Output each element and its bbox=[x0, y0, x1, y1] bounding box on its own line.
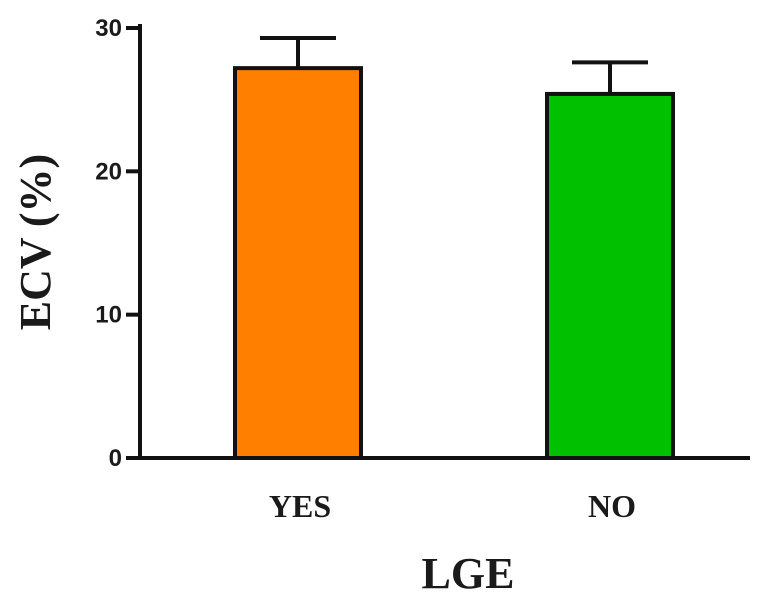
x-category-label: NO bbox=[588, 488, 636, 524]
y-tick-label: 20 bbox=[95, 158, 122, 185]
bar-yes bbox=[233, 66, 363, 460]
bars bbox=[233, 66, 675, 461]
x-categories: YES NO bbox=[269, 488, 636, 524]
y-tick-label: 0 bbox=[109, 445, 122, 472]
error-bars bbox=[260, 36, 648, 94]
y-tick-label: 30 bbox=[95, 15, 122, 42]
bar-no bbox=[545, 91, 675, 461]
y-ticks: 0 10 20 30 bbox=[95, 15, 140, 472]
x-axis-title: LGE bbox=[422, 549, 515, 591]
y-axis-title: ECV (%) bbox=[11, 154, 60, 330]
x-category-label: YES bbox=[269, 488, 331, 524]
y-tick-label: 10 bbox=[95, 302, 122, 329]
